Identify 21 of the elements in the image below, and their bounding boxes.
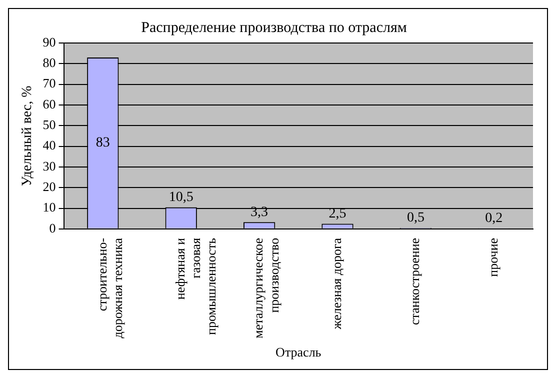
y-axis-title: Удельный вес, %	[20, 85, 36, 186]
y-tick-label: 70	[42, 76, 56, 91]
x-tick-label: станкостроение	[407, 238, 422, 325]
x-tick-label: прочие	[485, 238, 500, 277]
data-label: 0,2	[485, 211, 503, 226]
x-tick-label: строительно-дорожная техника	[94, 238, 125, 338]
y-tick-label: 90	[42, 34, 56, 50]
data-label: 10,5	[168, 190, 194, 205]
y-tick-label: 0	[49, 220, 56, 236]
y-tick-label: 60	[42, 96, 56, 112]
y-tick-label: 80	[42, 55, 56, 70]
data-label: 0,5	[406, 210, 424, 226]
y-tick-label: 30	[42, 158, 56, 174]
data-label: 83	[96, 136, 110, 151]
x-axis-title: Отрасль	[276, 344, 322, 360]
y-tick-label: 40	[42, 138, 56, 153]
y-tick-label: 10	[42, 200, 56, 215]
y-tick-label: 50	[42, 117, 56, 132]
chart-title: Распределение производства по отраслям	[141, 20, 408, 36]
y-tick-label: 20	[42, 179, 56, 194]
x-tick-label: железная дорога	[328, 238, 344, 330]
